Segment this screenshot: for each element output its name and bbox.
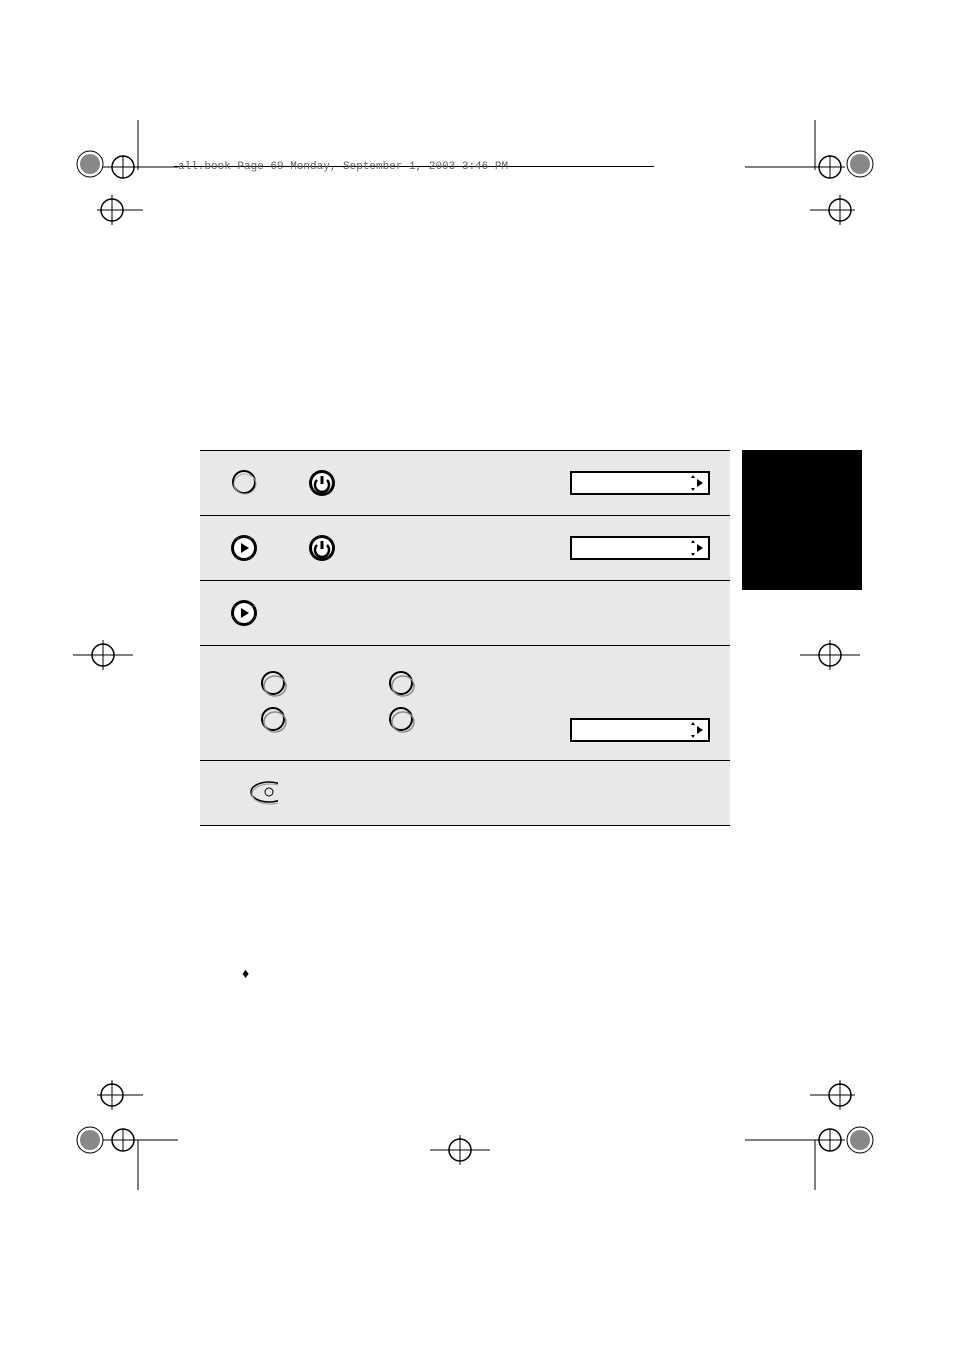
play-circle-icon	[230, 599, 258, 627]
bullet-point: ♦	[242, 965, 249, 981]
chapter-tab	[742, 450, 862, 590]
crop-mark-tl	[68, 120, 178, 240]
display-box-1	[570, 471, 710, 495]
power-icon	[308, 469, 336, 497]
circle-icon	[230, 469, 258, 497]
crop-mark-bl	[68, 1060, 178, 1190]
nav-arrows-icon	[686, 539, 704, 557]
crop-mark-br	[745, 1060, 885, 1190]
crop-mark-ml	[63, 630, 143, 680]
button-icon	[260, 707, 288, 735]
header-text: all.book Page 69 Monday, September 1, 20…	[178, 161, 508, 173]
step-row-1	[200, 451, 730, 515]
instruction-table	[200, 450, 730, 826]
display-box-2	[570, 536, 710, 560]
crop-mark-tr	[745, 120, 885, 240]
step-row-5	[200, 761, 730, 825]
step-row-3	[200, 581, 730, 645]
play-circle-icon	[230, 534, 258, 562]
button-icon	[388, 671, 416, 699]
button-icon	[388, 707, 416, 735]
power-icon	[308, 534, 336, 562]
step-row-4	[200, 646, 730, 760]
nav-arrows-icon	[686, 721, 704, 739]
crop-mark-mr	[790, 630, 870, 680]
display-box-4	[570, 718, 710, 742]
crop-mark-bm	[420, 1125, 500, 1175]
divider	[200, 825, 730, 826]
step-row-2	[200, 516, 730, 580]
button-icon	[260, 671, 288, 699]
stop-oval-icon	[250, 779, 278, 807]
nav-arrows-icon	[686, 474, 704, 492]
